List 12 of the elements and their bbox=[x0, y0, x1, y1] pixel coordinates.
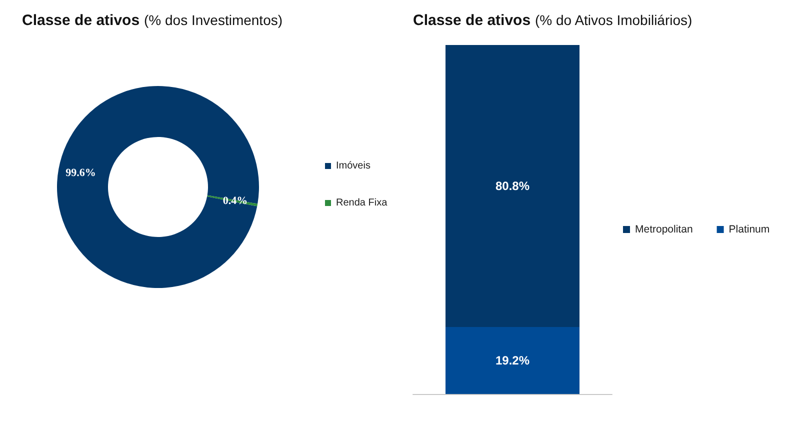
data-label: 99.6% bbox=[66, 166, 96, 179]
legend-label: Platinum bbox=[728, 224, 770, 236]
chart-title: Classe de ativos bbox=[22, 12, 140, 29]
text: (% do Ativos Imobiliários) bbox=[535, 12, 692, 28]
legend-label: Metropolitan bbox=[635, 224, 693, 236]
data-label: 19.2% bbox=[495, 353, 530, 368]
data-label: 80.8% bbox=[495, 178, 530, 193]
chart-title: Classe de ativos bbox=[413, 12, 531, 29]
chart-subtitle: (% dos Investimentos) bbox=[144, 12, 283, 28]
legend-label: Imóveis bbox=[336, 160, 370, 172]
legend-label: Renda Fixa bbox=[336, 198, 388, 208]
data-label: 0.4% bbox=[222, 195, 248, 208]
